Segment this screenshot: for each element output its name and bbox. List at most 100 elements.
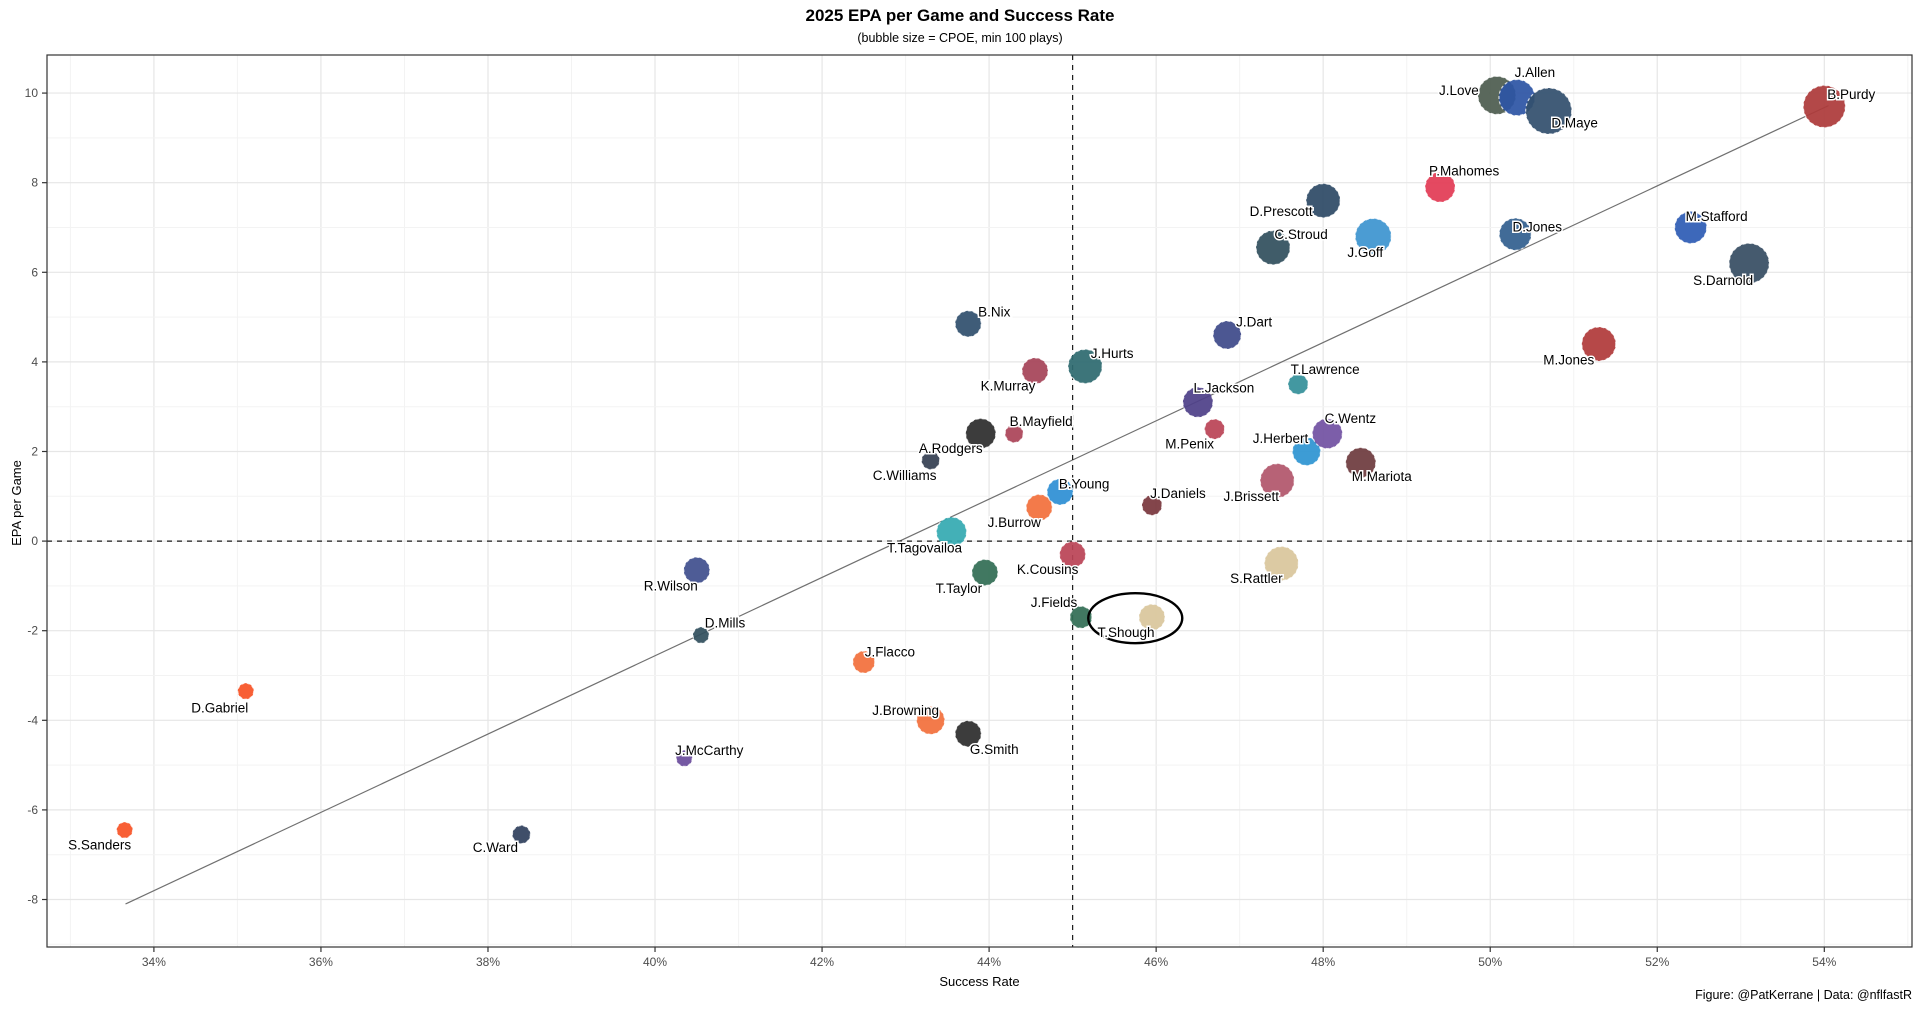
data-point-bubble — [1728, 242, 1770, 284]
data-point-label: K.Cousins — [1017, 562, 1079, 577]
chart-subtitle: (bubble size = CPOE, min 100 plays) — [857, 31, 1063, 45]
data-point-bubble — [1354, 217, 1392, 256]
data-point-label: J.Brissett — [1223, 489, 1279, 504]
y-tick-label: 0 — [31, 534, 38, 548]
data-point-label: J.Browning — [872, 703, 939, 718]
data-point-bubble — [1291, 436, 1322, 467]
data-point-label: D.Prescott — [1250, 204, 1313, 219]
data-point-label: R.Wilson — [644, 579, 698, 594]
data-point-bubble — [1259, 463, 1295, 499]
x-tick-label: 46% — [1144, 955, 1168, 969]
data-point-bubble — [1067, 348, 1103, 384]
data-point-bubble — [1311, 417, 1343, 450]
data-point-bubble — [1581, 326, 1617, 362]
x-tick-label: 48% — [1311, 955, 1335, 969]
panel-border — [46, 54, 1913, 948]
y-axis-label: EPA per Game — [9, 460, 24, 546]
data-point-bubble — [1305, 183, 1341, 219]
x-axis-label: Success Rate — [939, 974, 1020, 989]
data-point-label: J.Dart — [1236, 315, 1272, 330]
data-point-label: J.Allen — [1515, 65, 1556, 80]
data-point-label: C.Williams — [873, 468, 937, 483]
data-point-label: J.Herbert — [1253, 431, 1309, 446]
x-tick-label: 40% — [643, 955, 667, 969]
data-point-label: J.Hurts — [1091, 346, 1134, 361]
data-point-label: D.Gabriel — [191, 701, 248, 716]
y-tick-label: 2 — [31, 444, 38, 458]
data-point-bubble — [1525, 87, 1573, 135]
x-tick-label: 44% — [977, 955, 1001, 969]
y-tick-label: -2 — [27, 624, 38, 638]
data-point-bubble — [1059, 540, 1087, 569]
data-point-bubble — [1212, 320, 1242, 350]
y-tick-label: -8 — [27, 893, 38, 907]
data-point-bubble — [683, 556, 711, 584]
data-point-bubble — [675, 749, 693, 767]
data-point-bubble — [1263, 545, 1300, 582]
y-tick-label: 6 — [31, 265, 38, 279]
data-point-bubble — [692, 626, 710, 644]
y-tick-label: -6 — [27, 803, 38, 817]
data-point-bubble — [1004, 423, 1024, 444]
data-point-bubble — [237, 682, 255, 700]
data-point-label: B.Young — [1059, 476, 1110, 491]
data-point-bubble — [965, 417, 997, 450]
data-point-bubble — [1498, 217, 1532, 251]
x-tick-label: 52% — [1645, 955, 1669, 969]
data-point-label: C.Stroud — [1274, 227, 1327, 242]
data-point-label: T.Taylor — [936, 581, 983, 596]
data-point-bubble — [1674, 210, 1708, 245]
data-point-label: T.Tagovailoa — [887, 541, 963, 556]
data-point-label: M.Jones — [1543, 352, 1594, 367]
data-point-label: D.Jones — [1513, 220, 1563, 235]
data-point-label: B.Mayfield — [1010, 414, 1073, 429]
data-point-label: M.Penix — [1165, 437, 1214, 452]
x-tick-label: 42% — [810, 955, 834, 969]
x-tick-label: 34% — [142, 955, 166, 969]
data-point-label: S.Sanders — [68, 838, 131, 853]
data-point-label: J.Flacco — [865, 645, 915, 660]
data-point-label: C.Wentz — [1325, 411, 1377, 426]
data-point-label: M.Mariota — [1352, 469, 1413, 484]
data-point-bubble — [1046, 478, 1074, 506]
data-point-label: B.Purdy — [1827, 87, 1875, 102]
data-point-label: D.Maye — [1551, 116, 1598, 131]
data-point-label: J.Daniels — [1150, 486, 1206, 501]
trend-line — [125, 105, 1829, 905]
data-point-bubble — [1255, 230, 1291, 266]
data-point-label: J.Love — [1439, 83, 1479, 98]
data-point-label: T.Lawrence — [1291, 362, 1360, 377]
data-point-bubble — [921, 450, 941, 471]
data-point-bubble — [511, 824, 531, 845]
plot-panel — [47, 55, 1912, 947]
data-point-bubble — [116, 821, 134, 839]
data-point-bubble — [916, 705, 946, 735]
x-tick-label: 54% — [1812, 955, 1836, 969]
data-point-label: J.McCarthy — [675, 743, 744, 758]
data-point-label: D.Mills — [705, 616, 746, 631]
data-point-label: J.Goff — [1347, 245, 1383, 260]
data-point-bubble — [971, 558, 999, 587]
data-point-bubble — [1287, 373, 1309, 395]
x-tick-label: 50% — [1478, 955, 1502, 969]
data-point-label: G.Smith — [970, 742, 1019, 757]
data-point-label: B.Nix — [978, 304, 1011, 319]
data-point-label: C.Ward — [473, 840, 518, 855]
x-tick-label: 36% — [309, 955, 333, 969]
data-point-label: K.Murray — [981, 378, 1036, 393]
data-point-label: M.Stafford — [1686, 209, 1748, 224]
x-tick-label: 38% — [476, 955, 500, 969]
data-point-label: L.Jackson — [1194, 381, 1255, 396]
data-point-bubble — [1204, 418, 1226, 440]
data-point-bubble — [954, 720, 982, 748]
y-tick-label: 4 — [31, 355, 38, 369]
y-tick-label: -4 — [27, 713, 38, 727]
y-tick-label: 8 — [31, 176, 38, 190]
data-point-label: J.Fields — [1031, 595, 1078, 610]
y-tick-label: 10 — [25, 86, 39, 100]
data-point-bubble — [1141, 494, 1163, 516]
data-point-label: P.Mahomes — [1429, 164, 1500, 179]
data-point-label: S.Darnold — [1693, 273, 1753, 288]
data-point-bubble — [1021, 357, 1049, 385]
